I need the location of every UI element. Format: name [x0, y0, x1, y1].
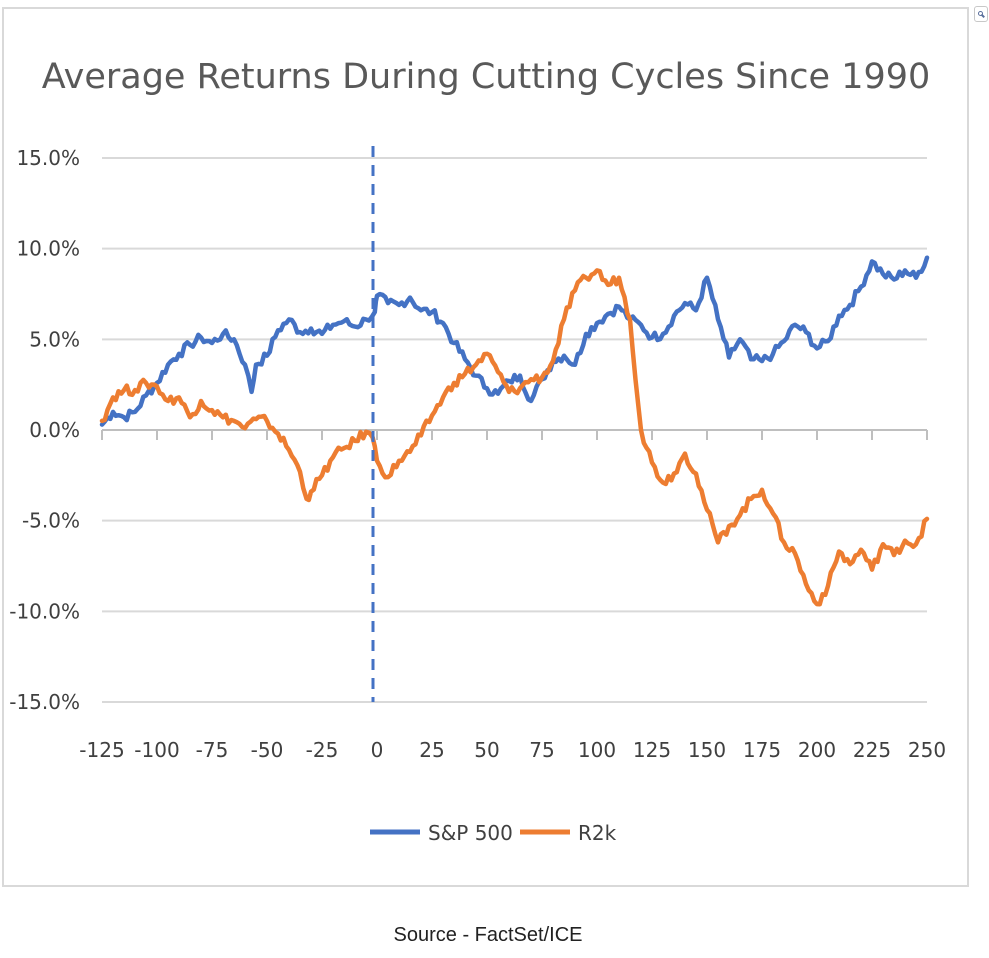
y-tick-label: -10.0%	[9, 599, 80, 623]
legend-label: R2k	[578, 821, 617, 845]
source-note: Source - FactSet/ICE	[393, 924, 583, 946]
legend-label: S&P 500	[428, 821, 513, 845]
x-tick-label: -75	[196, 738, 229, 762]
x-tick-label: 125	[633, 738, 671, 762]
x-tick-label: -125	[79, 738, 124, 762]
x-tick-label: 225	[853, 738, 891, 762]
series-line-sp500	[99, 255, 930, 427]
expand-image-icon[interactable]	[974, 6, 988, 22]
x-tick-label: 175	[743, 738, 781, 762]
x-axis-ticks: -125 -100 -75 -50 -25 0 25 50 75 100 125 150 175 200 2…	[79, 738, 946, 762]
x-tick-label: 100	[578, 738, 616, 762]
x-tick-label: -50	[251, 738, 284, 762]
y-tick-label: 10.0%	[16, 237, 80, 261]
x-tick-label: 0	[371, 738, 384, 762]
grid-lines	[102, 157, 927, 703]
x-tick-label: 75	[529, 738, 554, 762]
line-chart: Average Returns During Cutting Cycles Si…	[9, 57, 946, 845]
series-lines	[99, 255, 930, 607]
y-tick-label: -5.0%	[22, 509, 80, 533]
chart-frame	[2, 7, 969, 887]
legend: S&P 500 R2k	[370, 821, 617, 845]
x-tick-label: -25	[306, 738, 339, 762]
x-tick-label: 200	[798, 738, 836, 762]
x-tick-label: 250	[908, 738, 946, 762]
series-line-r2k	[99, 268, 930, 607]
x-tick-label: 25	[419, 738, 444, 762]
x-axis	[101, 429, 928, 440]
chart-title: Average Returns During Cutting Cycles Si…	[42, 57, 931, 97]
x-tick-label: -100	[134, 738, 179, 762]
x-tick-label: 150	[688, 738, 726, 762]
x-tick-label: 50	[474, 738, 499, 762]
y-tick-label: -15.0%	[9, 690, 80, 714]
y-tick-label: 15.0%	[16, 146, 80, 170]
y-axis-ticks: 15.0% 10.0% 5.0% 0.0% -5.0% -10.0% -15.0%	[9, 146, 80, 714]
y-tick-label: 5.0%	[29, 327, 80, 351]
y-tick-label: 0.0%	[29, 418, 80, 442]
